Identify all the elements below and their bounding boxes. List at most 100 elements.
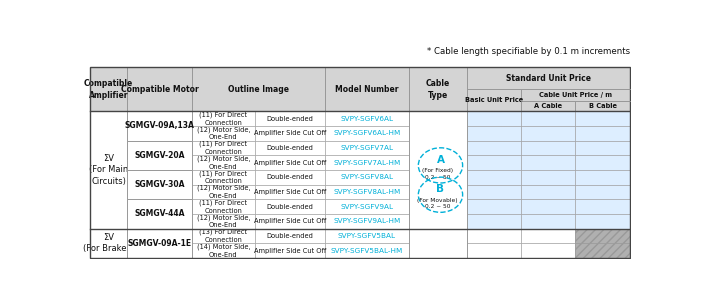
Bar <box>127 228 192 258</box>
Text: Basic Unit Price: Basic Unit Price <box>465 97 523 103</box>
Bar <box>255 199 325 214</box>
Bar <box>467 170 521 184</box>
Bar <box>90 141 127 155</box>
Text: Compatible Motor: Compatible Motor <box>121 85 198 94</box>
Text: Cable Unit Price / m: Cable Unit Price / m <box>539 92 612 98</box>
Text: (13) For Direct
Connection: (13) For Direct Connection <box>199 229 247 243</box>
Bar <box>409 141 467 155</box>
Text: (11) For Direct
Connection: (11) For Direct Connection <box>199 141 247 155</box>
Bar <box>255 155 325 170</box>
Bar <box>90 126 127 141</box>
Text: SVPY-SGFV8AL: SVPY-SGFV8AL <box>340 174 393 180</box>
Text: Compatible
Amplifier: Compatible Amplifier <box>84 79 133 100</box>
Text: SVPY-SGFV6AL-HM: SVPY-SGFV6AL-HM <box>333 130 400 136</box>
Bar <box>576 228 629 243</box>
Bar <box>467 141 521 155</box>
Bar <box>325 68 409 111</box>
Bar <box>127 199 192 214</box>
Bar <box>127 170 192 199</box>
Bar <box>127 126 192 141</box>
Bar <box>409 111 467 126</box>
Bar <box>192 228 255 243</box>
Bar <box>90 170 127 184</box>
Bar <box>127 199 192 228</box>
Bar <box>409 214 467 228</box>
Bar <box>576 184 629 199</box>
Bar <box>90 228 127 258</box>
Bar <box>521 89 629 101</box>
Bar <box>127 184 192 199</box>
Bar <box>325 184 409 199</box>
Text: Amplifier Side Cut Off: Amplifier Side Cut Off <box>254 189 326 195</box>
Text: SGMGV-30A: SGMGV-30A <box>134 180 184 189</box>
Bar <box>521 126 576 141</box>
Bar <box>90 68 629 258</box>
Text: B Cable: B Cable <box>589 103 617 109</box>
Text: (11) For Direct
Connection: (11) For Direct Connection <box>199 199 247 214</box>
Bar <box>467 184 521 199</box>
Bar <box>467 111 521 126</box>
Bar <box>325 155 409 170</box>
Bar <box>90 155 127 170</box>
Bar <box>127 111 192 126</box>
Bar <box>576 101 629 111</box>
Text: (12) Motor Side,
One-End: (12) Motor Side, One-End <box>196 214 250 228</box>
Bar <box>255 111 325 126</box>
Text: Amplifier Side Cut Off: Amplifier Side Cut Off <box>254 248 326 253</box>
Bar <box>467 126 521 141</box>
Bar <box>409 184 467 199</box>
Bar <box>192 199 255 214</box>
Bar <box>576 214 629 228</box>
Bar <box>127 243 192 258</box>
Bar <box>467 68 629 89</box>
Text: Amplifier Side Cut Off: Amplifier Side Cut Off <box>254 130 326 136</box>
Bar <box>576 155 629 170</box>
Text: B: B <box>437 184 444 194</box>
Text: Double-ended: Double-ended <box>266 233 313 239</box>
Bar <box>192 68 325 111</box>
Bar <box>521 155 576 170</box>
Text: SVPY-SGFV5BAL-HM: SVPY-SGFV5BAL-HM <box>331 248 403 253</box>
Bar <box>255 243 325 258</box>
Text: SVPY-SGFV9AL: SVPY-SGFV9AL <box>340 203 393 210</box>
Text: Double-ended: Double-ended <box>266 203 313 210</box>
Text: SVPY-SGFV8AL-HM: SVPY-SGFV8AL-HM <box>333 189 400 195</box>
Bar <box>192 214 255 228</box>
Bar <box>409 68 467 111</box>
Bar <box>467 155 521 170</box>
Bar <box>90 214 127 228</box>
Bar <box>521 243 576 258</box>
Text: (For Fixed)
0.2 ~ 50: (For Fixed) 0.2 ~ 50 <box>422 168 454 180</box>
Bar <box>127 111 192 141</box>
Bar <box>192 243 255 258</box>
Bar <box>127 170 192 184</box>
Bar <box>409 155 467 170</box>
Bar <box>90 111 127 228</box>
Text: SVPY-SGFV5BAL: SVPY-SGFV5BAL <box>338 233 396 239</box>
Text: Amplifier Side Cut Off: Amplifier Side Cut Off <box>254 218 326 224</box>
Bar <box>90 184 127 199</box>
Text: (11) For Direct
Connection: (11) For Direct Connection <box>199 170 247 184</box>
Bar <box>325 243 409 258</box>
Bar <box>90 68 127 111</box>
Bar <box>192 111 255 126</box>
Bar <box>576 126 629 141</box>
Bar <box>255 214 325 228</box>
Bar <box>90 228 127 243</box>
Text: (12) Motor Side,
One-End: (12) Motor Side, One-End <box>196 185 250 199</box>
Bar <box>127 141 192 170</box>
Bar <box>409 126 467 141</box>
Bar <box>255 170 325 184</box>
Bar <box>192 141 255 155</box>
Bar <box>325 214 409 228</box>
Bar <box>521 199 576 214</box>
Bar <box>521 214 576 228</box>
Text: Double-ended: Double-ended <box>266 174 313 180</box>
Text: Double-ended: Double-ended <box>266 116 313 122</box>
Text: A Cable: A Cable <box>534 103 562 109</box>
Text: SGMGV-44A: SGMGV-44A <box>134 209 184 218</box>
Bar <box>521 184 576 199</box>
Bar <box>576 243 629 258</box>
Bar <box>90 243 127 258</box>
Bar <box>467 214 521 228</box>
